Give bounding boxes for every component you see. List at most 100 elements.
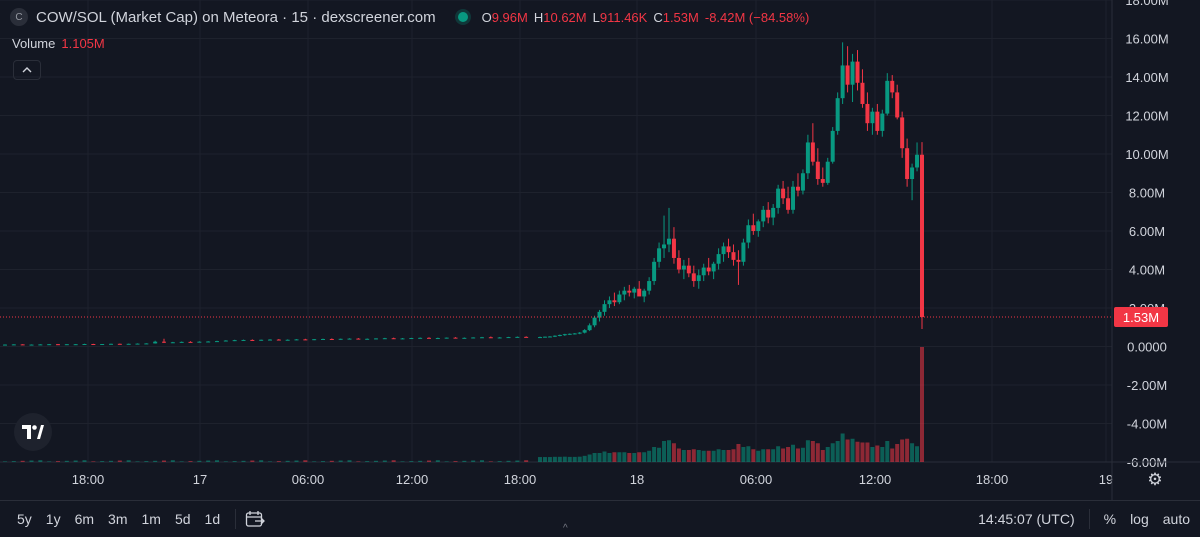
volume-bar [657,447,662,462]
ohlc-value-high: 10.62M [543,9,587,25]
volume-bar [276,461,281,462]
candle-body [524,336,529,338]
volume-bar [716,449,721,462]
candle-body [751,225,756,231]
volume-bar [356,461,361,462]
candle-body [766,209,771,218]
candle-body [800,173,805,191]
volume-bar [701,450,706,462]
candle-body [497,337,502,339]
price-chart[interactable]: 18.00M 16.00M 14.00M 12.00M 10.00M 8.00M 6.00M… [0,0,1200,500]
volume-bar [835,441,840,462]
candle-body [810,142,815,162]
collapse-legend-button[interactable] [13,60,41,80]
candle-body [915,154,920,168]
ohlc-key: H [533,9,544,25]
volume-bar [627,453,632,462]
candle-body [731,252,736,260]
candle-body [82,343,87,345]
volume-bar [109,460,113,462]
volume-bar [910,443,915,462]
candle-body [711,263,716,272]
percent-scale-toggle[interactable]: % [1103,511,1117,527]
range-1y[interactable]: 1y [45,511,61,527]
volume-bar [382,460,387,462]
volume-bar [223,461,228,462]
volume-bar [82,460,87,462]
candle-body [671,238,676,258]
candle-body [356,338,361,340]
volume-bar [418,460,423,462]
volume-bar [471,460,476,462]
chart-title[interactable]: COW/SOL (Market Cap) on Meteora · 15 · d… [36,8,436,26]
tradingview-logo-icon[interactable] [14,413,52,451]
range-5y[interactable]: 5y [17,511,32,527]
volume-bar [766,449,771,462]
market-open-status-icon [457,12,468,22]
log-scale-toggle[interactable]: log [1130,511,1149,527]
candle-body [285,339,290,341]
candle-body [666,238,671,245]
volume-bar [170,460,175,462]
candle-body [721,246,726,255]
ohlc-key: O [481,9,492,25]
range-1m[interactable]: 1m [141,511,161,527]
utc-clock[interactable]: 14:45:07 (UTC) [978,511,1075,527]
volume-bar [100,461,105,462]
expand-panel-icon[interactable]: ^ [563,523,568,534]
candle-body [374,338,378,340]
range-selector: 5y 1y 6m 3m 1m 5d 1d [10,511,227,527]
volume-bar [241,460,246,462]
ohlc-value-open: 9.96M [491,9,528,25]
volume-bar [56,461,60,462]
candle-body [835,98,840,131]
candle-body [676,257,681,270]
toolbar-divider [1088,509,1090,529]
candle-body [382,338,387,340]
volume-bar [776,446,781,462]
calendar-goto-date-icon[interactable] [244,509,266,529]
volume-legend: Volume 1.105M [12,36,105,51]
toolbar-divider [235,509,237,529]
volume-bar [538,457,542,462]
candle-body [726,246,731,253]
y-tick-label: 6.00M [1129,224,1165,239]
candle-body [347,338,352,340]
volume-bar [696,450,701,462]
volume-bar [900,439,905,462]
candle-body [900,117,905,149]
x-tick-label: 06:00 [740,472,773,487]
volume-bar [480,460,484,462]
candle-body [652,261,657,282]
volume-bar [259,460,264,462]
x-tick-label: 18:00 [976,472,1009,487]
settings-gear-icon[interactable]: ⚙ [1147,470,1163,489]
volume-bar [731,449,736,462]
volume-bar [726,450,731,462]
range-1d[interactable]: 1d [204,511,221,527]
volume-bar [662,441,667,462]
candle-body [453,337,458,339]
candle-body [170,342,175,344]
range-6m[interactable]: 6m [74,511,95,527]
candle-body [241,339,246,341]
range-3m[interactable]: 3m [108,511,128,527]
y-tick-label: 12.00M [1125,109,1168,124]
volume-bar [572,456,577,462]
volume-bar [885,441,890,462]
volume-bar [73,460,78,462]
range-5d[interactable]: 5d [174,511,191,527]
auto-scale-toggle[interactable]: auto [1162,511,1190,527]
volume-bar [602,451,607,462]
volume-bar [805,440,810,462]
candle-body [860,82,865,104]
volume-bar [875,445,880,462]
volume-bar [38,460,43,462]
bottom-toolbar: 5y 1y 6m 3m 1m 5d 1d 14:45:07 (UTC) % lo… [0,500,1200,537]
volume-bar [870,447,875,462]
candle-body [259,339,264,341]
candle-body [153,341,158,344]
candle-body [3,344,7,346]
candle-body [206,341,211,343]
